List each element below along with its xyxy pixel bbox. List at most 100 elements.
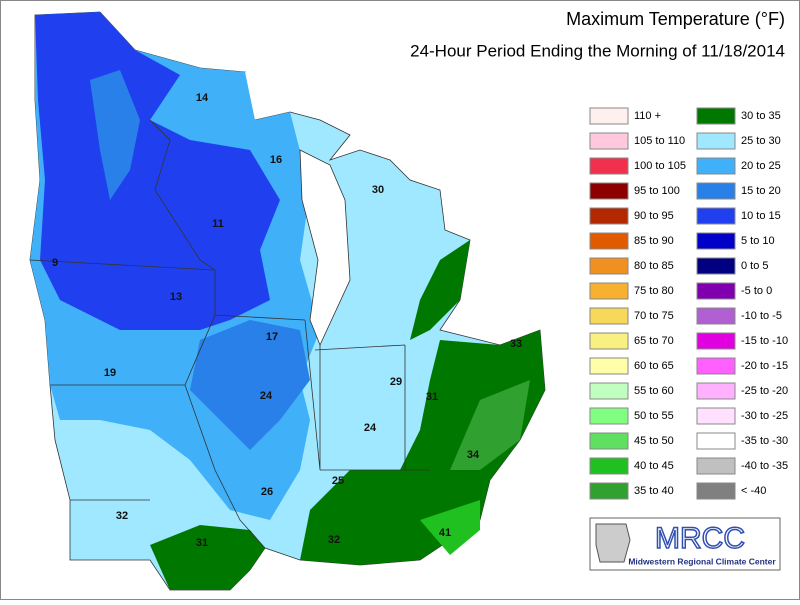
legend-swatch: [589, 432, 629, 450]
legend-swatch: [696, 282, 736, 300]
legend-label: 60 to 65: [634, 360, 674, 372]
legend-swatch: [696, 132, 736, 150]
legend-swatch: [696, 157, 736, 175]
legend-label: 50 to 55: [634, 410, 674, 422]
legend-label: 10 to 15: [741, 210, 781, 222]
map-value-label: 11: [212, 218, 224, 230]
legend-swatch: [589, 132, 629, 150]
legend-label: 105 to 110: [634, 135, 685, 147]
map-value-label: 19: [104, 367, 116, 379]
legend-swatch: [589, 107, 629, 125]
legend-swatch: [589, 182, 629, 200]
legend-swatch: [696, 207, 736, 225]
legend-swatch: [589, 332, 629, 350]
legend-swatch: [589, 282, 629, 300]
legend-label: 15 to 20: [741, 185, 781, 197]
legend-label: -10 to -5: [741, 310, 782, 322]
map-value-label: 32: [328, 534, 340, 546]
map-title: Maximum Temperature (°F): [566, 9, 785, 29]
legend-label: -5 to 0: [741, 285, 772, 297]
legend-swatch: [589, 232, 629, 250]
legend-label: 25 to 30: [741, 135, 781, 147]
light-green-area: [420, 500, 480, 555]
map-value-label: 14: [196, 92, 209, 104]
green-area: [300, 330, 545, 565]
legend-label: 30 to 35: [741, 110, 781, 122]
legend-label: -35 to -30: [741, 435, 788, 447]
legend-swatch: [589, 482, 629, 500]
legend-label: 90 to 95: [634, 210, 674, 222]
legend-swatch: [696, 332, 736, 350]
green-area: [450, 380, 530, 470]
green-area: [150, 525, 265, 590]
logo-map: [595, 523, 631, 563]
map-value-label: 17: [266, 331, 278, 343]
mid-blue-area: [190, 320, 310, 450]
legend-label: 45 to 50: [634, 435, 674, 447]
legend-label: -20 to -15: [741, 360, 788, 372]
legend-label: 40 to 45: [634, 460, 674, 472]
map-value-label: 24: [260, 390, 273, 402]
legend-swatch: [589, 157, 629, 175]
map-value-label: 32: [116, 510, 128, 522]
legend-label: 20 to 25: [741, 160, 781, 172]
legend-swatch: [589, 357, 629, 375]
map-value-label: 16: [270, 154, 282, 166]
legend-label: < -40: [741, 485, 766, 497]
legend-label: 35 to 40: [634, 485, 674, 497]
legend-swatch: [696, 232, 736, 250]
map-value-label: 29: [390, 376, 402, 388]
legend-swatch: [696, 107, 736, 125]
map-value-label: 9: [52, 257, 58, 269]
legend-swatch: [696, 307, 736, 325]
legend-label: 55 to 60: [634, 385, 674, 397]
legend-swatch: [589, 307, 629, 325]
legend-swatch: [696, 407, 736, 425]
legend-swatch: [589, 257, 629, 275]
map-value-label: 41: [439, 527, 451, 539]
legend-swatch: [696, 482, 736, 500]
map-value-label: 34: [467, 449, 480, 461]
legend-swatch: [589, 382, 629, 400]
map-value-label: 24: [364, 422, 377, 434]
legend-label: -30 to -25: [741, 410, 788, 422]
legend-swatch: [696, 357, 736, 375]
legend-label: 0 to 5: [741, 260, 769, 272]
map-value-label: 33: [510, 338, 522, 350]
state-lines: [29, 119, 430, 549]
legend-label: 95 to 100: [634, 185, 680, 197]
legend-swatch: [589, 407, 629, 425]
legend-label: 5 to 10: [741, 235, 775, 247]
legend-label: 100 to 105: [634, 160, 686, 172]
map: [29, 11, 546, 591]
logo: MRCC Midwestern Regional Climate Center: [589, 517, 781, 571]
legend-label: 65 to 70: [634, 335, 674, 347]
legend-swatch: [589, 457, 629, 475]
map-subtitle: 24-Hour Period Ending the Morning of 11/…: [410, 41, 785, 60]
legend-label: 85 to 90: [634, 235, 674, 247]
legend-label: 80 to 85: [634, 260, 674, 272]
green-area: [410, 240, 470, 340]
legend-label: -15 to -10: [741, 335, 788, 347]
map-value-label: 30: [372, 184, 384, 196]
map-value-label: 25: [332, 475, 344, 487]
legend-swatch: [696, 182, 736, 200]
map-value-label: 31: [196, 537, 208, 549]
map-value-label: 26: [261, 486, 273, 498]
logo-name: MRCC: [655, 522, 745, 555]
legend-label: 75 to 80: [634, 285, 674, 297]
legend-label: -25 to -20: [741, 385, 788, 397]
legend-label: 110 +: [634, 110, 661, 122]
logo-caption: Midwestern Regional Climate Center: [628, 556, 776, 566]
legend-swatch: [696, 457, 736, 475]
map-value-label: 13: [170, 291, 182, 303]
legend-swatch: [589, 207, 629, 225]
legend-swatch: [696, 257, 736, 275]
legend-swatch: [696, 432, 736, 450]
legend-label: 70 to 75: [634, 310, 674, 322]
legend-swatch: [696, 382, 736, 400]
legend-label: -40 to -35: [741, 460, 788, 472]
map-value-label: 31: [426, 391, 438, 403]
